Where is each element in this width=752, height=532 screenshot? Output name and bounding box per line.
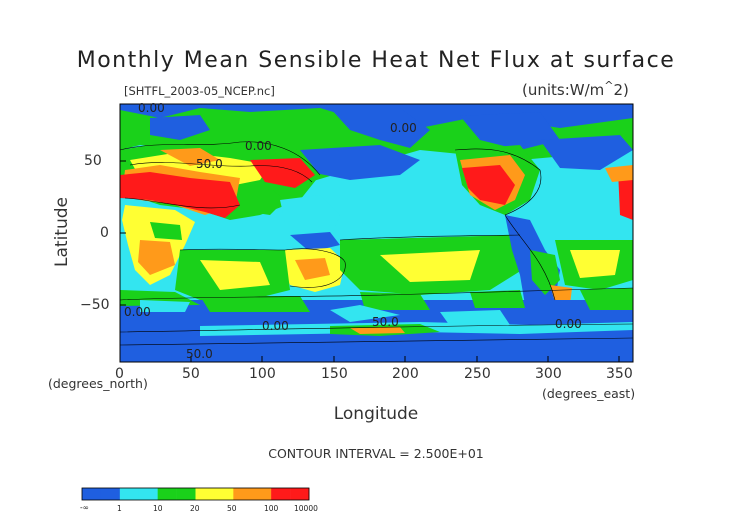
x-tick-label: 250 bbox=[464, 366, 491, 382]
x-axis-label: Longitude bbox=[333, 404, 419, 424]
x-tick-label: 150 bbox=[321, 366, 348, 382]
x-tick-label: 0 bbox=[115, 366, 124, 382]
colorbar-swatch bbox=[119, 488, 140, 500]
flux-field bbox=[120, 104, 633, 362]
colorbar bbox=[82, 488, 310, 500]
contour-label: 0.00 bbox=[390, 121, 417, 135]
colorbar-swatch bbox=[214, 488, 234, 500]
colorbar-frame bbox=[81, 487, 310, 501]
colorbar-label: 100 bbox=[264, 504, 279, 513]
x-tick-label: 100 bbox=[249, 366, 276, 382]
colorbar-label: 50 bbox=[227, 504, 237, 513]
y-tick-label: 50 bbox=[84, 153, 102, 169]
colorbar-swatch bbox=[271, 488, 291, 500]
x-axis-unit: (degrees_east) bbox=[542, 386, 636, 401]
colorbar-label: 10 bbox=[153, 504, 163, 513]
contour-label: 50.0 bbox=[186, 347, 213, 361]
x-tick-label: 50 bbox=[182, 366, 200, 382]
y-tick-label: 0 bbox=[100, 225, 109, 241]
colorbar-swatch bbox=[195, 488, 215, 500]
x-tick-label: 200 bbox=[392, 366, 419, 382]
contour-label: 0.00 bbox=[262, 319, 289, 333]
colorbar-label: 10000 bbox=[294, 504, 318, 513]
colorbar-swatch bbox=[82, 488, 102, 500]
colorbar-swatch bbox=[100, 488, 121, 500]
colorbar-swatch bbox=[138, 488, 158, 500]
x-tick-label: 300 bbox=[535, 366, 562, 382]
colorbar-swatch bbox=[290, 488, 310, 500]
contour-interval: CONTOUR INTERVAL = 2.500E+01 bbox=[268, 446, 484, 461]
dataset-name: [SHTFL_2003-05_NCEP.nc] bbox=[124, 84, 275, 98]
x-tick-label: 350 bbox=[606, 366, 633, 382]
contour-label: 50.0 bbox=[196, 157, 223, 171]
y-axis-unit: (degrees_north) bbox=[48, 376, 148, 391]
colorbar-label: -∞ bbox=[80, 503, 89, 512]
x-axis-ticks bbox=[119, 160, 620, 362]
contour-label: 0.00 bbox=[138, 101, 165, 115]
contour-label: 0.00 bbox=[555, 317, 582, 331]
contour-label: 0.00 bbox=[124, 305, 151, 319]
colorbar-swatch bbox=[233, 488, 253, 500]
colorbar-label: 1 bbox=[117, 504, 122, 513]
colorbar-label: 20 bbox=[190, 504, 200, 513]
colorbar-swatch bbox=[157, 488, 177, 500]
y-tick-label: −50 bbox=[80, 297, 110, 313]
map-title: Monthly Mean Sensible Heat Net Flux at s… bbox=[76, 48, 676, 73]
colorbar-swatch bbox=[176, 488, 196, 500]
colorbar-swatch bbox=[252, 488, 272, 500]
contour-label: 0.00 bbox=[245, 139, 272, 153]
units-label: (units:W/m^2) bbox=[522, 79, 629, 99]
y-axis-label: Latitude bbox=[52, 197, 72, 267]
contour-label: 50.0 bbox=[372, 315, 399, 329]
